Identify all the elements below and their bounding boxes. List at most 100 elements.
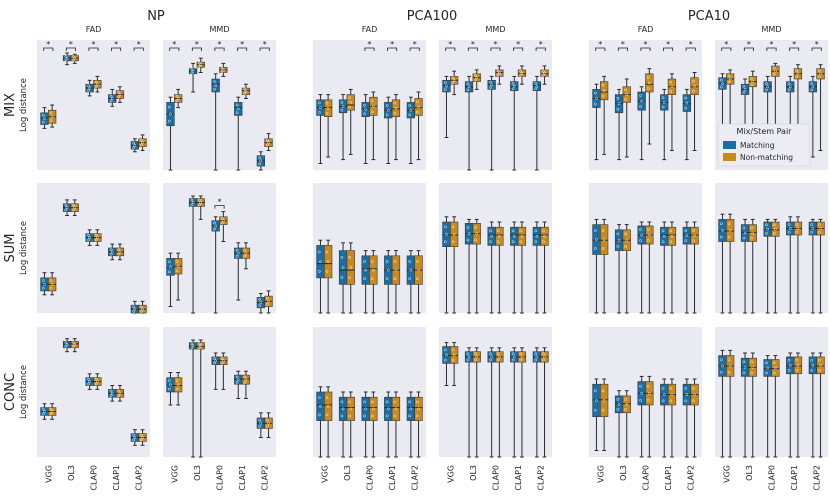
point-non_matching-ol3	[474, 74, 477, 77]
point-non_matching-clap2	[542, 73, 545, 77]
box-matching-clap1	[234, 102, 243, 116]
point-matching-clap2	[408, 104, 412, 107]
point-matching-clap1	[385, 414, 389, 418]
row-label-conc: CONC	[3, 373, 18, 411]
sig-bracket-clap0	[490, 47, 501, 51]
sig-star-clap2: *	[263, 40, 267, 49]
point-matching-clap2	[534, 358, 538, 362]
point-matching-clap0	[639, 228, 642, 231]
box-matching-clap2	[406, 396, 415, 421]
box-non_matching-clap0	[369, 396, 378, 421]
sig-star-clap0: *	[218, 40, 222, 49]
point-non_matching-clap0	[94, 382, 98, 386]
point-non_matching-clap2	[266, 303, 269, 306]
point-non_matching-vgg	[452, 233, 456, 236]
point-matching-vgg	[43, 410, 46, 413]
point-matching-clap2	[684, 229, 688, 232]
metric-subtitle: FAD	[362, 25, 378, 34]
point-non_matching-ol3	[198, 198, 201, 202]
point-non_matching-clap2	[818, 75, 821, 79]
point-matching-clap0	[766, 366, 770, 370]
point-non_matching-vgg	[727, 358, 731, 362]
box-non_matching-clap1	[241, 374, 251, 385]
point-non_matching-ol3	[625, 238, 629, 242]
point-non_matching-clap0	[95, 380, 99, 383]
point-matching-clap0	[639, 105, 642, 108]
box-non_matching-clap1	[391, 99, 401, 118]
point-non_matching-clap1	[795, 75, 799, 79]
point-non_matching-clap1	[795, 358, 799, 362]
point-non_matching-clap1	[669, 387, 673, 390]
sig-bracket-clap0	[214, 205, 225, 209]
point-non_matching-ol3	[348, 414, 351, 418]
box-matching-clap1	[510, 81, 519, 91]
point-matching-clap0	[490, 355, 494, 359]
point-matching-ol3	[742, 236, 746, 240]
point-non_matching-clap0	[496, 352, 500, 356]
x-tick-label-clap1: CLAP1	[514, 465, 523, 491]
point-non_matching-vgg	[728, 229, 732, 232]
point-non_matching-clap2	[417, 407, 420, 411]
point-matching-clap2	[258, 156, 262, 160]
panel-bg	[163, 183, 276, 313]
panel-mix-pca100-fad: FAD * * *	[313, 25, 426, 170]
point-non_matching-vgg	[325, 250, 329, 254]
point-non_matching-clap1	[117, 90, 121, 94]
point-non_matching-ol3	[475, 76, 479, 80]
point-matching-vgg	[41, 279, 45, 282]
point-matching-clap0	[364, 268, 368, 272]
point-matching-vgg	[719, 358, 723, 362]
x-tick-label-clap2: CLAP2	[411, 465, 420, 491]
metric-subtitle: MMD	[210, 25, 230, 34]
point-non_matching-clap1	[670, 393, 674, 396]
point-matching-clap0	[765, 223, 768, 227]
point-matching-clap2	[684, 239, 688, 243]
point-non_matching-clap0	[371, 104, 375, 108]
panel-mix-pca100-mmd: MMD * * * * *	[439, 25, 552, 171]
point-non_matching-ol3	[750, 226, 753, 230]
box-non_matching-ol3	[70, 340, 79, 349]
box-matching-clap2	[682, 226, 691, 245]
sig-bracket-ol3	[65, 47, 76, 51]
sig-star-clap0: *	[770, 40, 774, 49]
point-non_matching-clap2	[692, 387, 695, 390]
box-non_matching-clap2	[414, 98, 423, 116]
box-matching-ol3	[338, 250, 348, 285]
point-non_matching-vgg	[451, 81, 455, 84]
point-matching-clap1	[109, 99, 113, 103]
point-non_matching-ol3	[625, 93, 629, 96]
point-non_matching-clap2	[140, 305, 143, 309]
point-matching-vgg	[719, 370, 723, 374]
point-non_matching-clap2	[266, 139, 269, 142]
point-non_matching-vgg	[727, 74, 731, 78]
point-matching-clap0	[765, 371, 768, 375]
point-matching-clap2	[685, 234, 689, 237]
point-matching-clap2	[258, 298, 262, 301]
point-non_matching-clap2	[818, 231, 821, 234]
point-matching-clap1	[235, 248, 239, 252]
point-non_matching-clap0	[496, 358, 500, 362]
point-matching-vgg	[445, 353, 448, 357]
box-non_matching-ol3	[346, 250, 355, 285]
point-non_matching-clap2	[141, 307, 144, 311]
point-matching-ol3	[742, 91, 746, 94]
point-matching-clap1	[235, 254, 239, 258]
panel-conc-pca10-fad: VGG OL3 CLAP0 CLAP1 CLAP2	[589, 327, 702, 491]
point-non_matching-vgg	[49, 119, 53, 122]
point-non_matching-clap1	[118, 250, 122, 254]
point-matching-vgg	[721, 229, 724, 232]
point-matching-clap0	[489, 240, 492, 244]
point-non_matching-clap2	[417, 268, 420, 272]
point-matching-vgg	[41, 120, 45, 124]
point-matching-vgg	[595, 238, 598, 241]
point-non_matching-clap2	[267, 421, 270, 425]
point-matching-clap1	[661, 240, 665, 244]
ylabel-sum: Log distance	[19, 221, 29, 275]
point-matching-clap2	[811, 227, 815, 230]
point-matching-clap0	[87, 377, 90, 381]
x-tick-label-clap0: CLAP0	[366, 465, 375, 491]
point-matching-clap2	[535, 234, 539, 238]
x-tick-label-clap0: CLAP0	[216, 465, 225, 491]
point-matching-ol3	[742, 84, 746, 88]
x-tick-label-vgg: VGG	[320, 465, 329, 483]
